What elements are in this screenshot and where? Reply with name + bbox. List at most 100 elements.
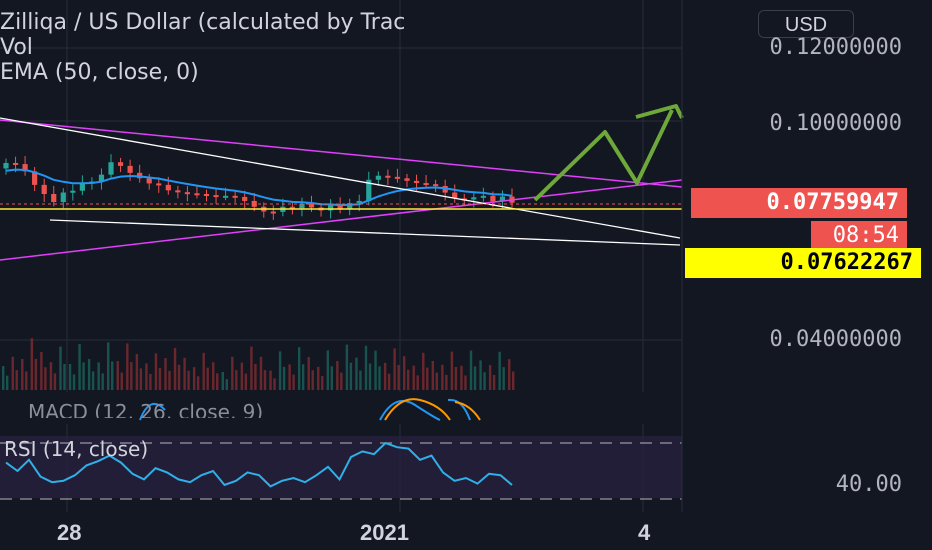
volume-bar xyxy=(508,359,511,390)
candle-body xyxy=(242,196,248,201)
candle-body xyxy=(156,183,162,186)
volume-bar xyxy=(116,361,119,390)
volume-bar xyxy=(225,379,228,390)
volume-bar xyxy=(145,363,148,390)
volume-bar xyxy=(374,350,377,390)
volume-bar xyxy=(196,376,200,390)
macd-legend[interactable]: MACD (12, 26, close, 9) xyxy=(28,400,264,418)
volume-bar xyxy=(91,371,95,390)
volume-bar xyxy=(422,352,425,390)
candle-body xyxy=(337,205,343,209)
candle-body xyxy=(366,179,372,201)
volume-bar xyxy=(53,373,57,390)
volume-bar xyxy=(139,368,143,390)
volume-bar xyxy=(126,343,129,390)
volume-bar xyxy=(187,370,190,390)
candle-body xyxy=(490,195,496,202)
candle-body xyxy=(12,162,19,165)
candle-body xyxy=(356,200,362,204)
volume-bar xyxy=(97,362,100,390)
volume-bar xyxy=(321,376,324,390)
candle-body xyxy=(41,184,47,194)
rsi-axis-label: 40.00 xyxy=(835,472,902,497)
volume-bar xyxy=(387,373,391,390)
rsi-legend[interactable]: RSI (14, close) xyxy=(4,437,149,461)
rsi-band xyxy=(0,436,682,498)
time-label-28: 28 xyxy=(57,520,82,545)
candle-body xyxy=(385,175,391,178)
macd-pane xyxy=(0,392,682,424)
channel-upper-line xyxy=(0,119,683,188)
volume-bar xyxy=(297,347,301,390)
volume-bar xyxy=(473,366,477,390)
trend-drawings xyxy=(0,104,684,261)
volume-bar xyxy=(107,342,110,390)
candle-body xyxy=(308,203,315,208)
candle-body xyxy=(60,192,66,203)
volume-bar xyxy=(464,375,467,390)
volume-bar xyxy=(216,373,219,390)
volume-bar xyxy=(82,362,85,390)
volume-bar xyxy=(488,365,492,390)
candle-body xyxy=(471,197,477,200)
volume-bar xyxy=(235,370,238,390)
volume-bar xyxy=(355,357,358,390)
ema-legend[interactable]: EMA (50, close, 0) xyxy=(0,60,199,85)
volume-bar xyxy=(6,375,9,390)
volume-bar xyxy=(454,366,458,390)
volume-bar xyxy=(492,375,496,390)
candle-body xyxy=(452,192,458,199)
volume-bar xyxy=(483,372,486,390)
candle-body xyxy=(232,195,238,198)
volume-bar xyxy=(364,345,368,390)
volume-bar xyxy=(183,357,186,390)
volume-bar xyxy=(278,351,282,390)
candle-body xyxy=(347,203,353,209)
candle-body xyxy=(499,196,506,202)
volume-bar xyxy=(206,367,209,390)
volume-bar xyxy=(359,370,362,390)
volume-bar xyxy=(412,365,415,390)
symbol-title[interactable]: Zilliqa / US Dollar (calculated by Trac xyxy=(0,10,406,35)
chart-legend: Zilliqa / US Dollar (calculated by Trac … xyxy=(0,10,686,85)
volume-bar xyxy=(244,373,248,390)
volume-bar xyxy=(25,371,28,390)
currency-button[interactable]: USD xyxy=(758,10,854,38)
volume-bar xyxy=(111,361,114,390)
volume-bar xyxy=(393,348,396,390)
volume-bar xyxy=(158,368,162,390)
volume-bar xyxy=(330,366,334,390)
current-price-tag: 0.07759947 xyxy=(691,188,907,218)
volume-bar xyxy=(397,365,400,390)
volume-bar xyxy=(15,370,18,390)
candle-body xyxy=(289,206,296,209)
candle-body xyxy=(3,162,9,169)
volume-bar xyxy=(340,372,343,390)
volume-bar xyxy=(431,361,435,390)
volume-legend[interactable]: Vol xyxy=(0,35,33,60)
volume-bar xyxy=(177,364,181,390)
volume-bar xyxy=(378,366,381,390)
volume-bar xyxy=(120,372,123,390)
volume-bar xyxy=(78,344,81,390)
volume-bar xyxy=(292,374,295,390)
volume-bar xyxy=(426,367,429,390)
volume-bar xyxy=(212,362,215,390)
price-label-low: 0.04000000 xyxy=(769,327,902,352)
candle-body xyxy=(222,195,229,198)
volume-bar xyxy=(345,344,349,390)
volume-bar xyxy=(445,374,448,390)
volume-bar xyxy=(11,356,14,390)
volume-bar xyxy=(336,361,339,390)
candle-body xyxy=(413,180,420,184)
candle-body xyxy=(194,193,200,196)
volume-bar xyxy=(263,370,267,390)
volume-bar xyxy=(250,346,253,390)
volume-bar xyxy=(72,374,76,390)
volume-bar xyxy=(479,360,482,390)
volume-bar xyxy=(59,346,62,390)
volume-bar xyxy=(68,364,72,390)
volume-bar xyxy=(63,363,66,390)
candle-body xyxy=(375,175,381,180)
